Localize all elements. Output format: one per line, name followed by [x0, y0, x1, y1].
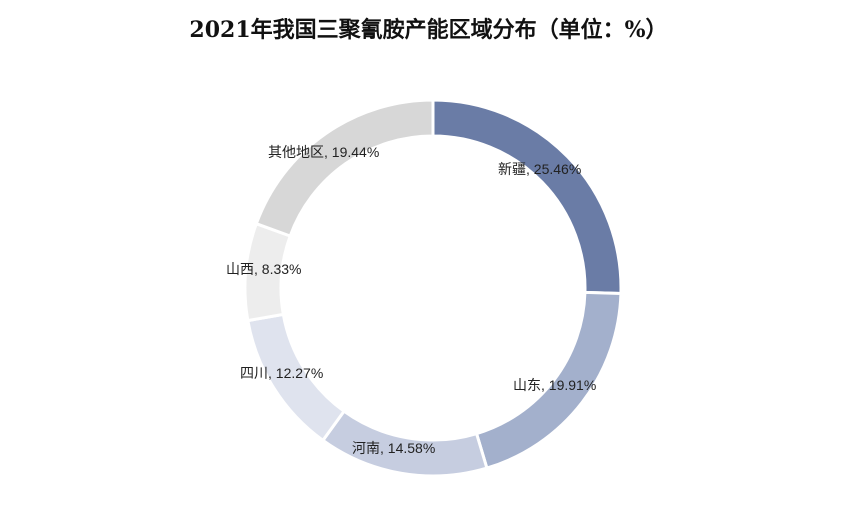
labels-group: 新疆, 25.46% 山东, 19.91% 河南, 14.58% 四川, 12.27%… — [226, 144, 596, 456]
donut-slice-1 — [431, 98, 623, 296]
slice-label-1: 新疆, 25.46% — [498, 161, 581, 177]
slice-label-6: 其他地区, 19.44% — [268, 144, 379, 160]
slice-label-4: 四川, 12.27% — [240, 365, 323, 381]
slice-label-2: 山东, 19.91% — [513, 377, 596, 393]
donut-slice-6 — [254, 98, 435, 238]
slice-label-5: 山西, 8.33% — [226, 261, 301, 277]
slice-label-3: 河南, 14.58% — [352, 440, 435, 456]
chart-title: 2021年我国三聚氰胺产能区域分布（单位：%） — [189, 17, 668, 43]
slices-group — [243, 98, 623, 478]
